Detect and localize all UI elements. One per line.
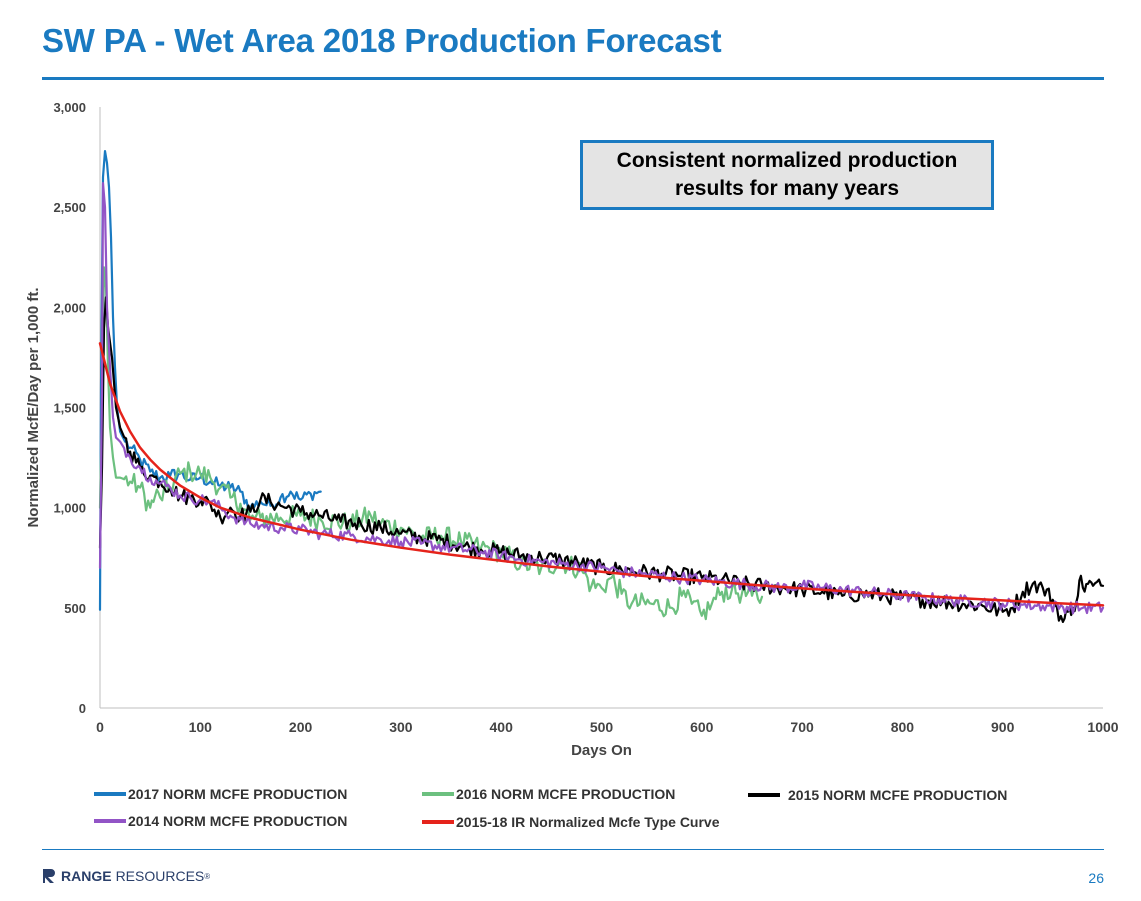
y-tick-label: 2,500 [53, 200, 86, 215]
x-tick-label: 800 [891, 719, 915, 735]
series-line-2014 [98, 182, 1105, 615]
x-tick-label: 200 [289, 719, 313, 735]
series-line-2016 [98, 266, 764, 621]
company-logo: RANGE RESOURCES ® [42, 868, 210, 884]
x-tick-label: 1000 [1087, 719, 1118, 735]
x-axis-label: Days On [571, 742, 632, 759]
series-line-2017 [98, 150, 322, 611]
x-tick-label: 300 [389, 719, 413, 735]
series-line-2015 [98, 296, 1105, 623]
footer-divider [42, 849, 1104, 850]
x-tick-label: 500 [590, 719, 614, 735]
x-tick-label: 900 [991, 719, 1015, 735]
range-logo-icon [43, 869, 55, 883]
page-title: SW PA - Wet Area 2018 Production Forecas… [42, 22, 722, 59]
x-tick-label: 600 [690, 719, 714, 735]
y-tick-label: 0 [79, 701, 86, 716]
y-tick-label: 500 [64, 601, 86, 616]
series-line-2015 [98, 342, 1105, 607]
y-tick-label: 3,000 [53, 100, 86, 115]
x-tick-label: 0 [96, 719, 104, 735]
y-tick-label: 1,500 [53, 401, 86, 416]
title-divider [42, 77, 1104, 80]
y-axis-label: Normalized McfE/Day per 1,000 ft. [25, 287, 42, 527]
x-tick-label: 400 [490, 719, 514, 735]
y-tick-label: 1,000 [53, 501, 86, 516]
callout-text: Consistent normalized production results… [616, 149, 958, 200]
page-number: 26 [1088, 870, 1104, 886]
x-tick-label: 700 [790, 719, 814, 735]
brand-secondary: RESOURCES [115, 868, 205, 884]
brand-primary: RANGE [61, 868, 112, 884]
y-tick-label: 2,000 [53, 300, 86, 315]
callout-box: Consistent normalized production results… [580, 140, 994, 210]
brand-mark: ® [204, 871, 211, 881]
x-tick-label: 100 [189, 719, 213, 735]
